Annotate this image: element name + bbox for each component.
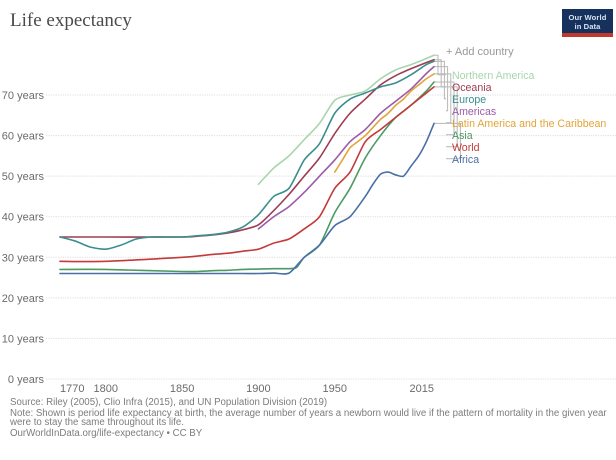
svg-text:2015: 2015 (410, 383, 434, 395)
svg-text:70 years: 70 years (2, 90, 45, 102)
svg-text:Oceania: Oceania (452, 82, 492, 94)
svg-text:1950: 1950 (323, 383, 347, 395)
svg-text:Americas: Americas (452, 106, 496, 118)
svg-text:Asia: Asia (452, 130, 473, 142)
svg-text:60 years: 60 years (2, 131, 45, 143)
svg-text:50 years: 50 years (2, 171, 45, 183)
svg-text:20 years: 20 years (2, 293, 45, 305)
svg-text:Northern America: Northern America (452, 70, 535, 82)
svg-text:1800: 1800 (94, 383, 118, 395)
svg-text:Europe: Europe (452, 94, 486, 106)
svg-text:+ Add country: + Add country (446, 46, 514, 58)
svg-text:Africa: Africa (452, 154, 479, 166)
svg-text:Latin America and the Caribbea: Latin America and the Caribbean (452, 118, 606, 130)
svg-text:10 years: 10 years (2, 333, 45, 345)
svg-text:World: World (452, 142, 480, 154)
svg-text:1850: 1850 (170, 383, 194, 395)
svg-text:1900: 1900 (246, 383, 270, 395)
svg-text:40 years: 40 years (2, 212, 45, 224)
svg-text:30 years: 30 years (2, 252, 45, 264)
svg-text:1770: 1770 (60, 383, 84, 395)
svg-text:0 years: 0 years (8, 374, 45, 386)
